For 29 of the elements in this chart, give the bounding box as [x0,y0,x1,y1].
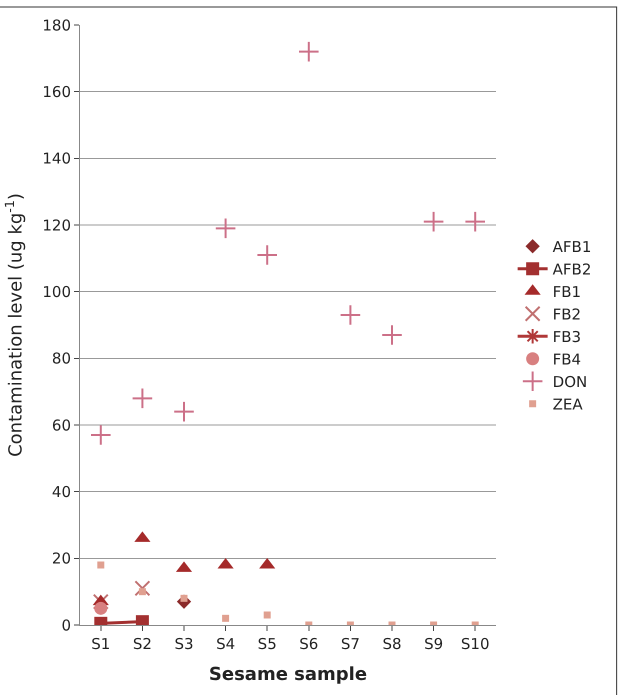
y-tick-label: 0 [61,616,71,634]
legend-label: ZEA [552,396,584,414]
x-tick-label: S1 [91,635,110,653]
x-tick-label: S8 [382,635,402,653]
y-tick-label: 160 [42,82,71,101]
y-tick-label: 180 [42,16,71,34]
x-tick-label: S5 [258,635,277,653]
y-tick-label: 140 [42,150,71,168]
y-tick-label: 120 [42,216,71,234]
legend-label: FB4 [552,350,582,369]
x-axis-title: Sesame sample [208,664,368,686]
y-tick-label: 100 [42,282,71,301]
legend-label: DON [552,373,588,392]
x-tick-label: S3 [174,635,194,653]
x-tick-label: S10 [460,635,490,653]
x-tick-label: S2 [132,635,152,653]
x-tick-label: S6 [299,635,318,653]
y-tick-label: 80 [52,350,71,368]
y-tick-label: 20 [52,550,71,568]
legend-label: AFB1 [552,238,592,256]
y-tick-label: 40 [52,482,71,501]
legend-label: FB1 [552,283,582,302]
x-tick-label: S9 [424,635,444,653]
legend-label: FB2 [552,306,582,324]
y-tick-label: 60 [52,416,71,434]
x-tick-label: S7 [340,635,360,653]
x-tick-label: S4 [216,635,236,653]
legend-label: AFB2 [552,260,592,279]
legend-label: FB3 [552,328,582,346]
